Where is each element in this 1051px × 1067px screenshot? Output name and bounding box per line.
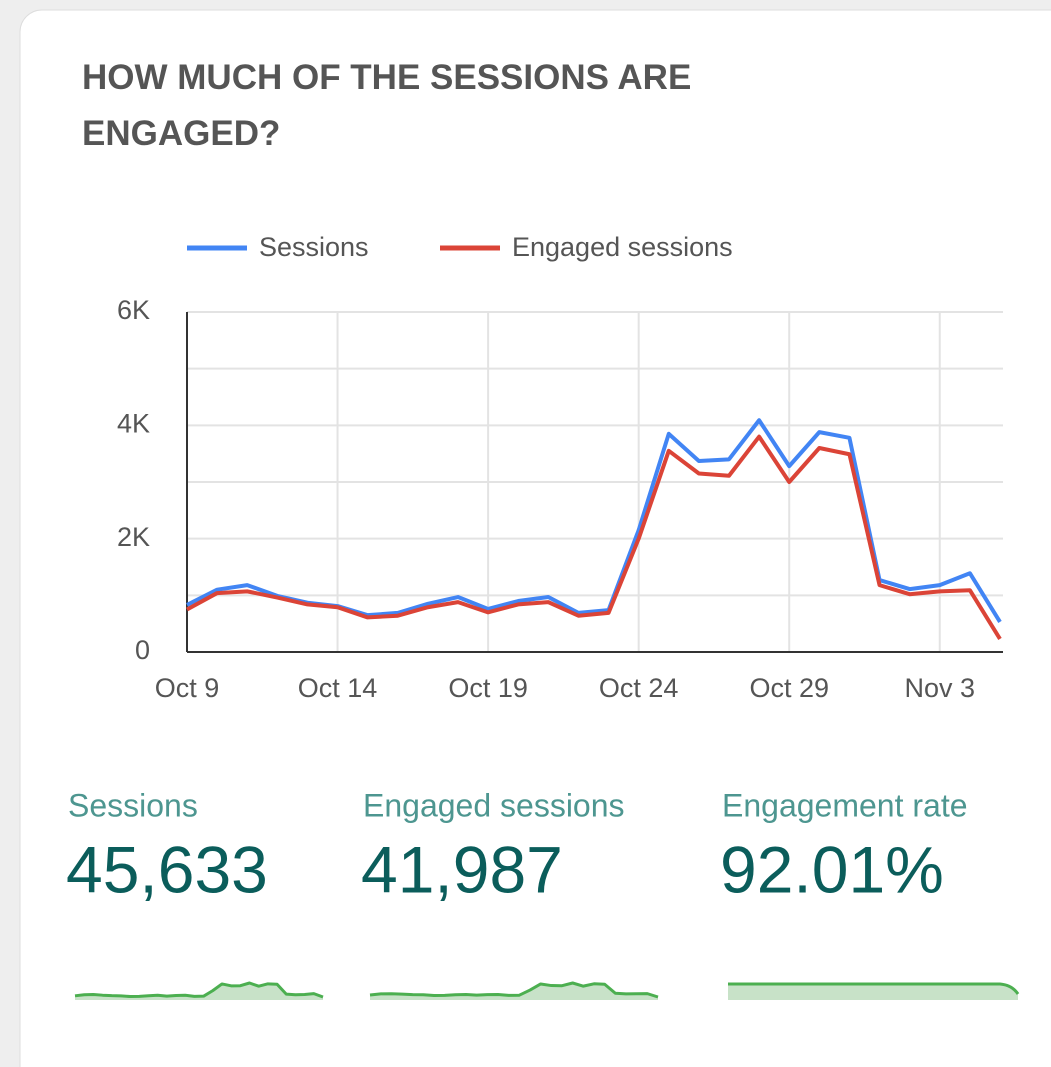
- scorecard-label: Engagement rate: [722, 787, 968, 823]
- x-tick-label: Oct 24: [599, 673, 679, 703]
- series-line: [186, 434, 1002, 641]
- scorecard-label: Engaged sessions: [363, 787, 625, 823]
- y-tick-label: 4K: [117, 408, 150, 438]
- sparkline-area: [728, 984, 1018, 1000]
- chart-title: HOW MUCH OF THE SESSIONS ARE ENGAGED?: [82, 58, 691, 153]
- sparkline: [369, 981, 659, 999]
- scorecard-value: 45,633: [66, 832, 268, 906]
- legend-label: Engaged sessions: [512, 232, 733, 262]
- y-tick-label: 6K: [117, 295, 150, 325]
- y-tick-label: 2K: [117, 522, 150, 552]
- title-line: HOW MUCH OF THE SESSIONS ARE: [82, 58, 691, 97]
- y-tick-label: 0: [135, 635, 150, 665]
- scorecard-value: 41,987: [361, 832, 563, 906]
- scorecard-label: Sessions: [68, 787, 198, 823]
- sparkline: [74, 981, 324, 999]
- x-tick-label: Oct 29: [749, 673, 829, 703]
- x-tick-label: Oct 14: [298, 673, 378, 703]
- legend-label: Sessions: [259, 232, 369, 262]
- x-tick-label: Oct 9: [155, 673, 220, 703]
- sparkline: [728, 982, 1020, 995]
- title-line: ENGAGED?: [82, 114, 280, 153]
- scorecard-value: 92.01%: [720, 832, 944, 906]
- sparkline-area: [75, 983, 323, 1000]
- x-tick-label: Nov 3: [904, 673, 975, 703]
- x-tick-label: Oct 19: [448, 673, 528, 703]
